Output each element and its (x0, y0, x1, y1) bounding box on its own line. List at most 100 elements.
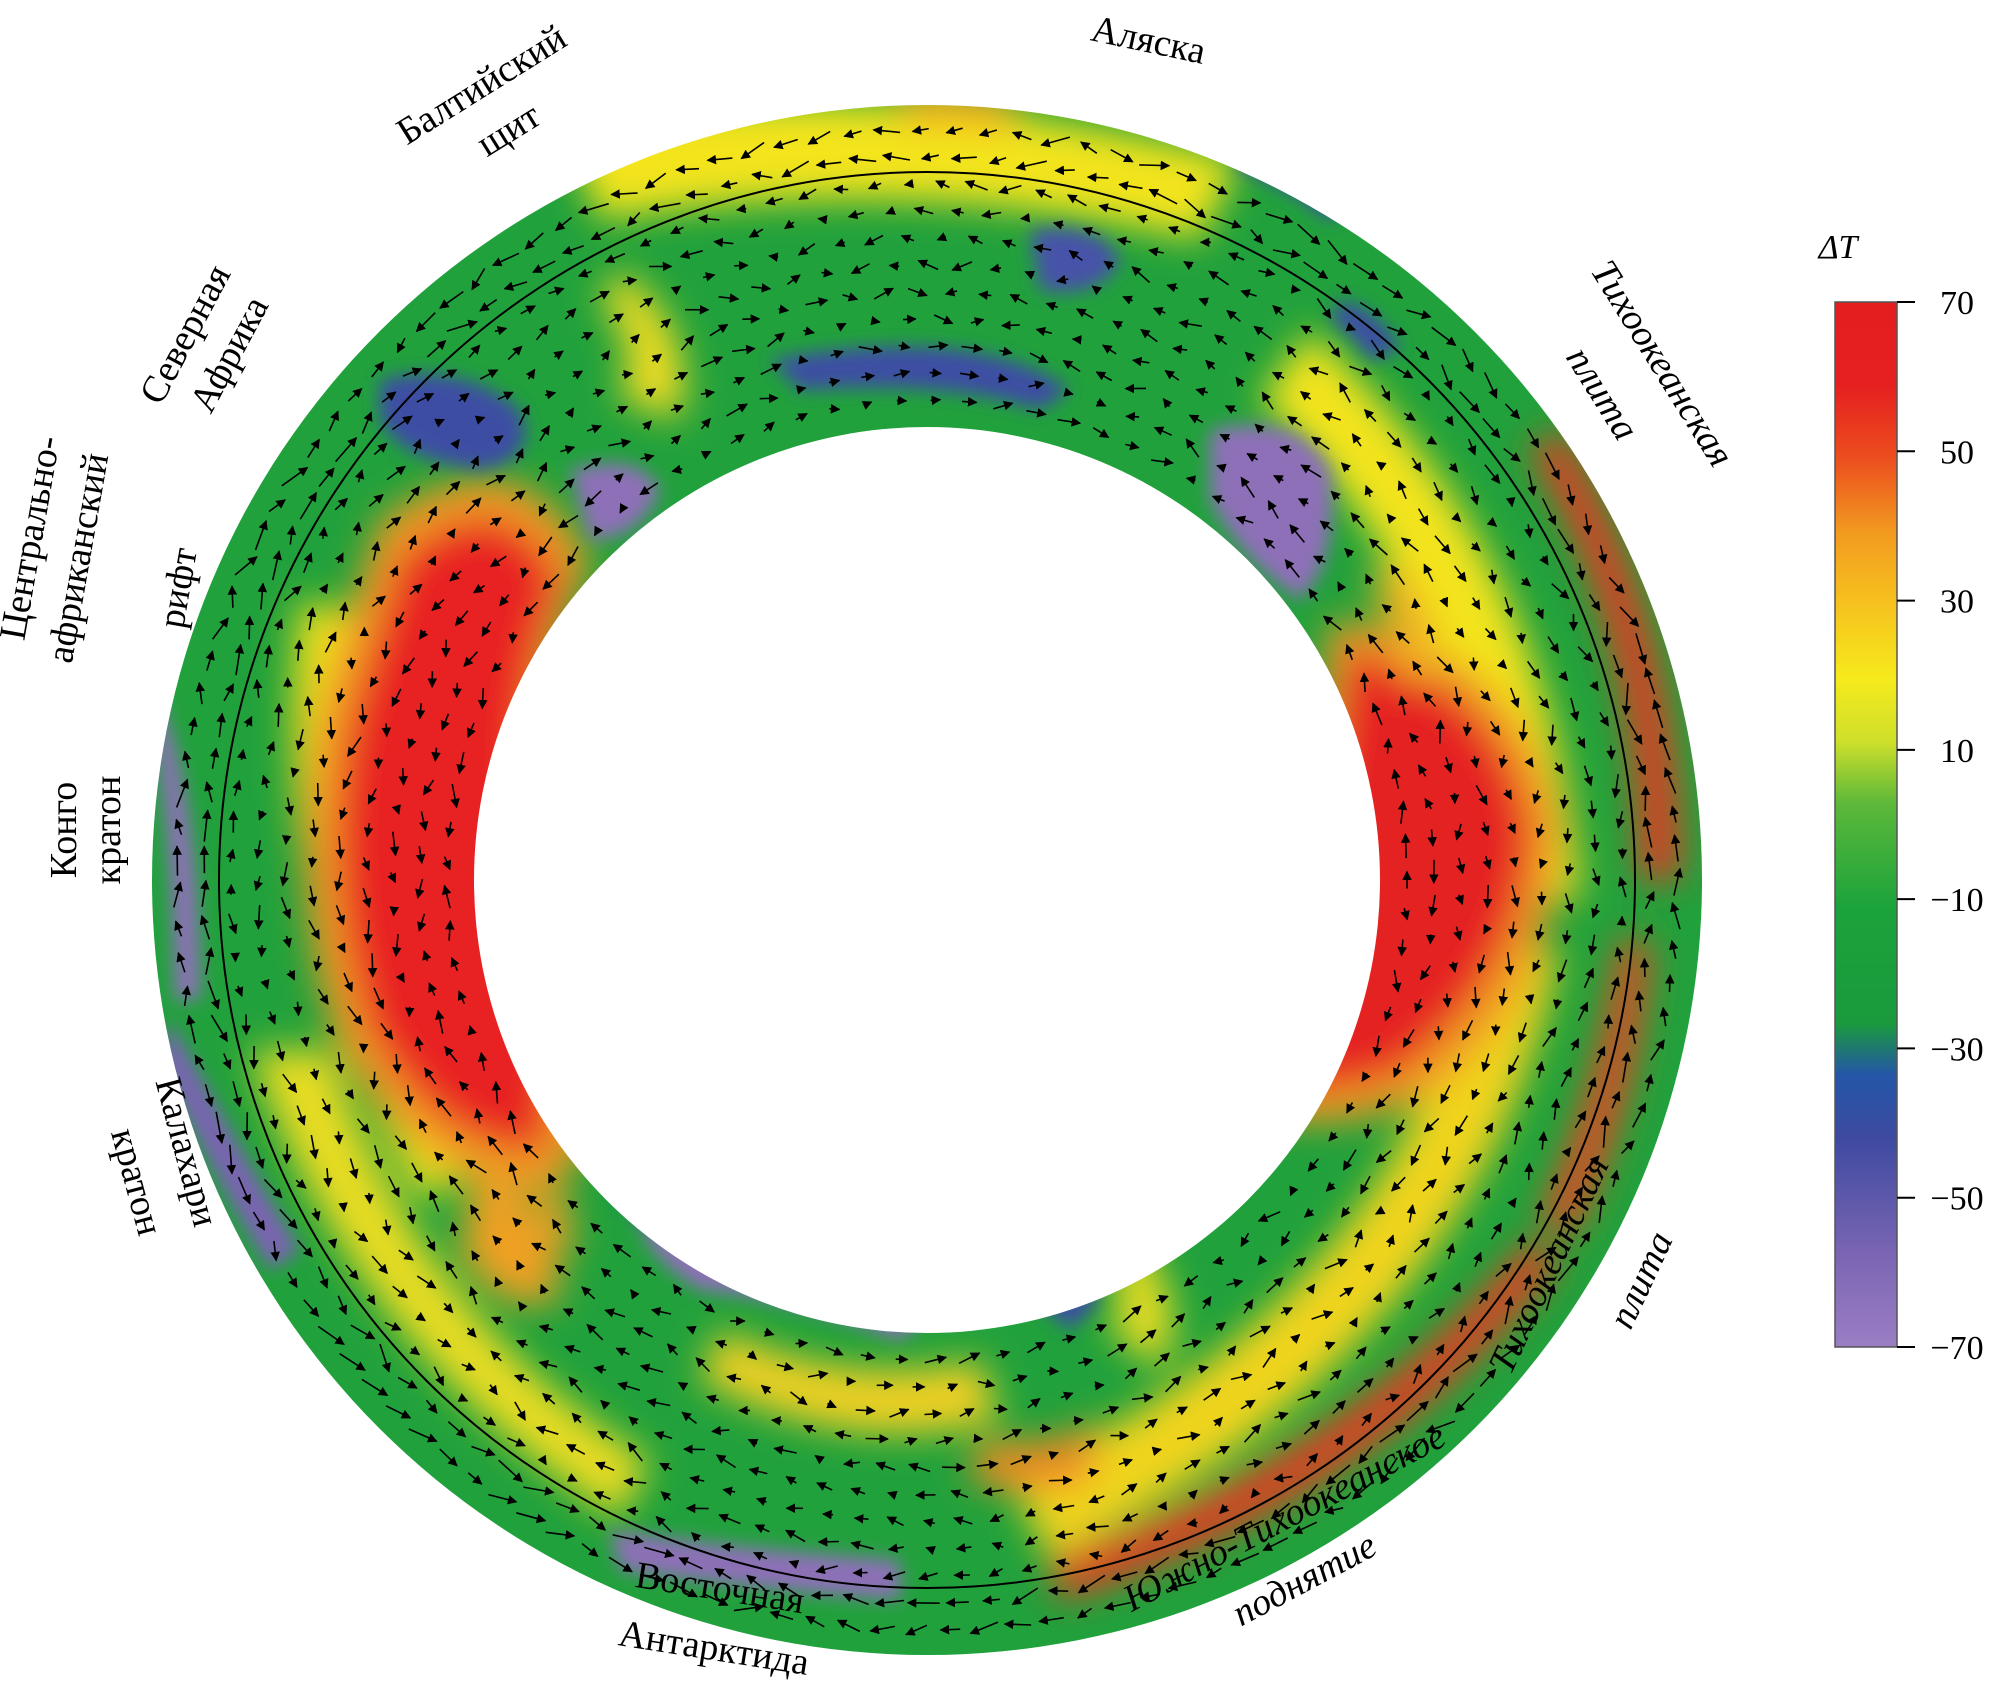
velocity-arrow (392, 1053, 402, 1075)
velocity-arrow (1374, 1205, 1386, 1215)
velocity-arrow (431, 747, 441, 762)
velocity-arrow (933, 314, 954, 325)
velocity-arrow (1073, 1415, 1084, 1426)
velocity-arrow (760, 363, 782, 376)
velocity-arrow (371, 540, 381, 561)
velocity-arrow (1596, 1045, 1606, 1064)
velocity-arrow (989, 263, 1002, 273)
velocity-arrow (1240, 1399, 1256, 1410)
velocity-arrow (1454, 1392, 1475, 1413)
velocity-arrow (1644, 890, 1655, 910)
velocity-arrow (1402, 1028, 1415, 1048)
velocity-arrow (266, 741, 275, 756)
velocity-arrow (194, 1054, 205, 1071)
velocity-arrow (874, 1597, 905, 1608)
velocity-arrow (1205, 1567, 1222, 1579)
velocity-arrow (1235, 515, 1254, 525)
velocity-arrow (508, 632, 518, 644)
velocity-arrow (718, 293, 740, 303)
velocity-arrow (1307, 1158, 1320, 1172)
velocity-arrow (1001, 239, 1016, 249)
velocity-arrow (1391, 768, 1401, 789)
velocity-arrow (1451, 1281, 1461, 1293)
velocity-arrow (1151, 1446, 1163, 1457)
velocity-arrow (795, 1338, 809, 1349)
velocity-arrow (1395, 631, 1410, 644)
velocity-arrow (1504, 1295, 1514, 1325)
velocity-arrow (788, 1559, 800, 1570)
velocity-arrow (1240, 476, 1255, 498)
velocity-arrow (1509, 687, 1520, 709)
velocity-arrow (468, 1285, 479, 1305)
velocity-arrow (1289, 1185, 1299, 1197)
velocity-arrow (454, 610, 469, 627)
velocity-arrow (1267, 500, 1279, 519)
velocity-arrow (540, 1283, 549, 1295)
velocity-arrow (593, 1491, 611, 1500)
velocity-arrow (1020, 213, 1031, 223)
velocity-arrow (457, 990, 467, 1005)
colorbar-tick-label: −30 (1930, 1031, 1983, 1068)
colorbar-tick-label: −50 (1930, 1181, 1983, 1218)
velocity-arrow (418, 629, 429, 640)
velocity-arrow (1272, 248, 1301, 259)
velocity-arrow (815, 1564, 838, 1575)
velocity-arrow (639, 297, 654, 308)
velocity-arrow (1434, 535, 1451, 555)
velocity-arrow (660, 1491, 672, 1502)
velocity-arrow (733, 376, 746, 386)
velocity-arrow (1122, 1305, 1142, 1323)
velocity-arrow (864, 234, 884, 246)
velocity-arrow (695, 1357, 711, 1373)
velocity-arrow (1324, 1341, 1336, 1351)
velocity-arrow (379, 1343, 391, 1373)
velocity-arrow (1512, 1121, 1523, 1145)
velocity-arrow (1226, 1345, 1237, 1357)
velocity-arrow (1063, 387, 1074, 397)
velocity-arrow (1560, 1067, 1572, 1087)
velocity-arrow (333, 1131, 344, 1145)
velocity-arrow (427, 505, 437, 524)
velocity-arrow (1121, 1512, 1139, 1522)
velocity-arrow (1664, 973, 1675, 993)
velocity-arrow (1077, 1574, 1106, 1594)
velocity-arrow (1015, 160, 1047, 171)
velocity-arrow (416, 392, 435, 403)
velocity-arrow (1330, 490, 1341, 501)
velocity-arrow (531, 1242, 546, 1252)
velocity-arrow (408, 1428, 438, 1443)
velocity-arrow (1503, 447, 1521, 462)
velocity-arrow (760, 1384, 772, 1395)
velocity-arrow (1273, 474, 1284, 484)
velocity-arrow (397, 1376, 418, 1389)
velocity-arrow (1139, 160, 1171, 171)
velocity-arrow (174, 920, 184, 937)
velocity-arrow (552, 1218, 562, 1234)
velocity-arrow (670, 285, 682, 296)
velocity-arrow (287, 1272, 298, 1289)
velocity-arrow (1470, 755, 1480, 769)
velocity-arrow (415, 703, 426, 720)
velocity-arrow (622, 276, 638, 286)
velocity-arrow (553, 350, 564, 361)
velocity-arrow (988, 155, 1007, 166)
velocity-arrow (398, 767, 408, 786)
velocity-arrow (335, 1051, 345, 1074)
velocity-arrow (412, 438, 422, 454)
velocity-arrow (777, 1582, 800, 1597)
velocity-arrow (401, 657, 416, 675)
velocity-arrow (1408, 1336, 1419, 1345)
velocity-arrow (1536, 891, 1547, 906)
velocity-arrow (1489, 720, 1501, 736)
velocity-arrow (903, 314, 917, 325)
velocity-arrow (753, 1551, 768, 1561)
velocity-arrow (604, 1308, 626, 1318)
velocity-arrow (428, 982, 438, 996)
velocity-arrow (1454, 823, 1464, 841)
velocity-arrow (321, 1098, 331, 1115)
velocity-arrow (1621, 1051, 1632, 1083)
velocity-arrow (1052, 1502, 1075, 1513)
velocity-arrow (1289, 524, 1306, 543)
velocity-arrow (371, 1255, 388, 1275)
velocity-arrow (1188, 414, 1204, 424)
